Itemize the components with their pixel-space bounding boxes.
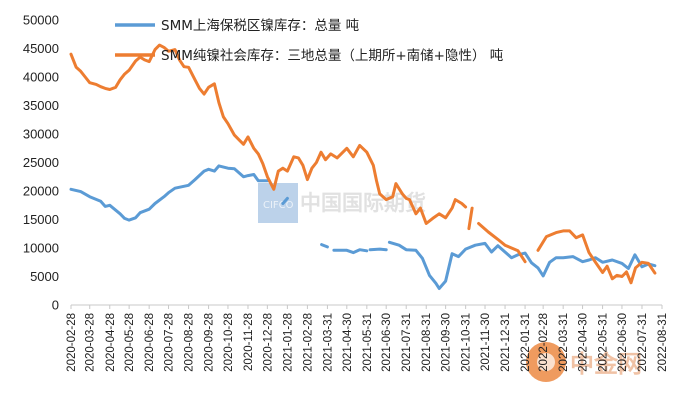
x-tick-label: 2021-03-31 [322,313,334,372]
series-1-line [368,247,388,252]
x-tick-label: 2022-06-30 [617,313,629,372]
center-watermark-text: 中国国际期货 [300,191,426,215]
series-2-line [536,229,657,285]
x-tick-label: 2020-08-28 [184,313,196,372]
y-tick-label: 0 [52,298,59,313]
legend: SMM上海保税区镍库存：总量 吨 SMM纯镍社会库存：三地总量（上期所+南储+隐性… [115,18,503,64]
cifco-logo-text: CIFCO [263,200,294,211]
axes: 0 5000 10000 15000 20000 25000 30000 35000 40000… [23,13,669,372]
x-tick-label: 2021-01-28 [282,313,294,372]
x-tick-label: 2021-06-30 [381,313,393,372]
x-tick-label: 2020-02-28 [66,313,78,372]
series-2-line [467,206,474,231]
y-tick-label: 35000 [23,98,59,113]
y-tick-label: 40000 [23,70,59,85]
x-tick-label: 2022-01-31 [520,313,532,372]
series-1-line [320,243,329,249]
x-tick-label: 2021-05-31 [362,313,374,372]
y-tick-label: 20000 [23,184,59,199]
y-tick-label: 50000 [23,13,59,28]
x-tick-label: 2021-02-28 [302,313,314,372]
zhongjinwang-logo-inner [537,353,555,371]
series-1-line [332,248,369,255]
series-2 [69,43,657,285]
x-tick-label: 2021-11-30 [480,313,492,371]
legend-item-2: SMM纯镍社会库存：三地总量（上期所+南储+隐性） 吨 [115,48,503,64]
x-tick-label: 2021-04-30 [342,313,354,372]
y-tick-label: 15000 [23,212,59,227]
cifco-logo-box [258,183,298,223]
series-layer [69,43,657,290]
x-tick-label: 2022-08-31 [657,313,669,372]
series-1-line [69,164,269,222]
x-tick-label: 2020-04-28 [105,313,117,372]
series-2-line [477,222,527,264]
x-tick-label: 2020-11-28 [243,313,255,371]
x-tick-label: 2022-05-31 [598,313,610,372]
series-2-line [69,43,468,225]
x-tick-label: 2020-12-28 [262,313,274,372]
y-tick-label: 30000 [23,127,59,142]
x-tick-label: 2020-05-28 [124,313,136,372]
x-tick-label: 2021-07-31 [401,313,413,372]
x-tick-label: 2022-03-31 [558,313,570,372]
series-1 [69,164,657,290]
y-tick-label: 45000 [23,41,59,56]
series-1-line [387,240,657,290]
legend-label: SMM上海保税区镍库存：总量 吨 [161,18,359,34]
y-tick-label: 25000 [23,155,59,170]
series-1-line [281,196,289,205]
x-tick-label: 2020-06-28 [144,313,156,372]
y-tick-label: 5000 [30,269,59,284]
x-tick-label: 2021-10-31 [461,313,473,372]
x-tick-label: 2021-12-31 [500,313,512,372]
x-tick-label: 2020-03-28 [85,313,97,372]
x-tick-label: 2021-08-31 [421,313,433,372]
x-tick-label: 2022-07-31 [637,313,649,372]
x-tick-label: 2020-07-28 [164,313,176,372]
x-tick-label: 2020-09-28 [204,313,216,372]
x-tick-label: 2020-10-28 [223,313,235,372]
x-tick-label: 2022-02-28 [538,313,550,372]
y-tick-label: 10000 [23,241,59,256]
zhongjinwang-watermark: 中金网 [526,342,642,382]
legend-label: SMM纯镍社会库存：三地总量（上期所+南储+隐性） 吨 [161,48,503,64]
legend-item-1: SMM上海保税区镍库存：总量 吨 [115,18,359,34]
x-tick-label: 2021-09-30 [441,313,453,372]
corner-watermark-text: 中金网 [570,350,642,378]
x-tick-label: 2022-04-30 [578,313,590,372]
